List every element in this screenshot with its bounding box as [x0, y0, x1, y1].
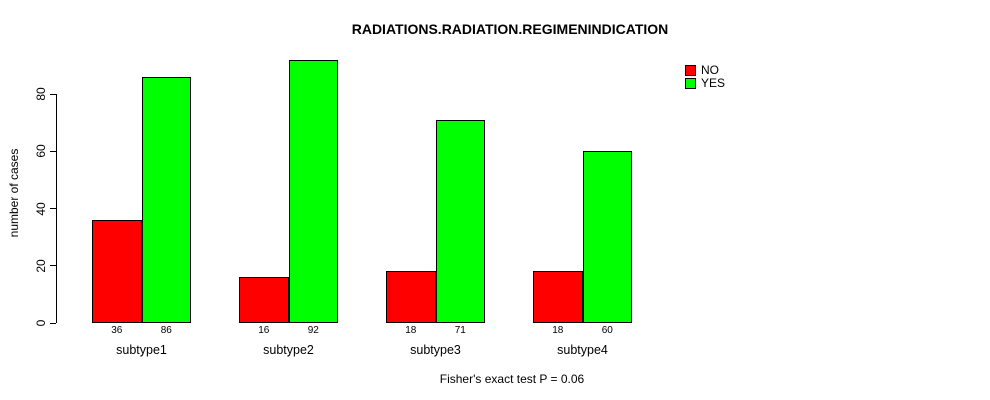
legend-swatch-icon	[685, 78, 696, 89]
bar-value-label: 18	[552, 325, 564, 336]
bar-no-subtype4	[533, 271, 583, 323]
bar-value-label: 16	[258, 325, 270, 336]
bar-no-subtype1	[92, 219, 142, 323]
bar-yes-subtype3	[435, 119, 485, 323]
bar-value-label: 92	[307, 325, 319, 336]
category-label-subtype3: subtype3	[410, 343, 461, 357]
category-label-subtype2: subtype2	[263, 343, 314, 357]
y-tick	[50, 322, 56, 324]
y-tick	[50, 208, 56, 209]
legend-item-no: NO	[685, 64, 725, 77]
bar-value-label: 18	[405, 325, 417, 336]
bar-value-label: 86	[160, 325, 172, 336]
bar-value-label: 36	[111, 325, 123, 336]
category-label-subtype1: subtype1	[116, 343, 167, 357]
caption: Fisher's exact test P = 0.06	[439, 372, 585, 386]
y-tick-label: 80	[34, 87, 48, 101]
chart-title: RADIATIONS.RADIATION.REGIMENINDICATION	[351, 21, 669, 37]
bar-no-subtype2	[239, 277, 289, 323]
y-tick-label: 60	[34, 144, 48, 158]
y-tick-label: 0	[34, 319, 48, 327]
legend-label: NO	[701, 63, 719, 77]
y-tick	[50, 265, 56, 267]
bar-yes-subtype4	[582, 151, 632, 323]
bar-value-label: 71	[454, 325, 466, 336]
y-tick-label: 40	[34, 201, 48, 216]
y-axis-label: number of cases	[7, 148, 21, 238]
y-axis-line	[56, 94, 57, 323]
category-label-subtype4: subtype4	[557, 343, 608, 357]
y-tick-label: 20	[34, 259, 48, 273]
bar-no-subtype3	[386, 271, 436, 323]
bar-yes-subtype1	[141, 76, 191, 323]
y-tick	[50, 93, 56, 95]
bar-value-label: 60	[601, 325, 613, 336]
legend: NO YES	[685, 64, 725, 90]
y-tick	[50, 150, 56, 152]
legend-label: YES	[701, 76, 726, 90]
legend-swatch-icon	[685, 65, 696, 76]
legend-item-yes: YES	[685, 77, 725, 90]
bar-yes-subtype2	[288, 59, 338, 323]
